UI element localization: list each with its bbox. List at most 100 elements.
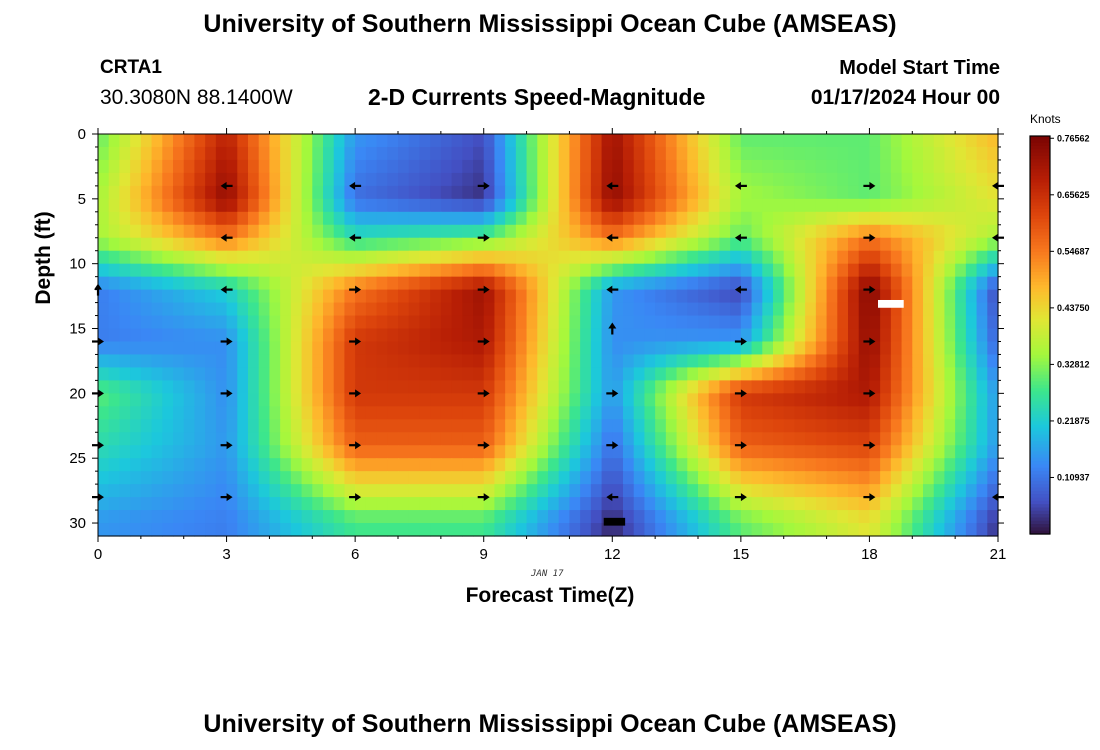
colorbar-swatch bbox=[1030, 325, 1050, 329]
heatmap-cell bbox=[312, 263, 324, 278]
heatmap-cell bbox=[365, 510, 378, 524]
heatmap-cell bbox=[98, 380, 110, 394]
heatmap-cell bbox=[623, 237, 635, 252]
heatmap-cell bbox=[665, 276, 678, 291]
heatmap-cell bbox=[644, 250, 656, 265]
heatmap-cell bbox=[837, 224, 849, 239]
heatmap-cell bbox=[258, 406, 271, 420]
heatmap-cell bbox=[537, 198, 549, 213]
heatmap-cell bbox=[558, 510, 571, 524]
heatmap-cell bbox=[515, 224, 528, 239]
heatmap-cell bbox=[558, 198, 571, 213]
heatmap-cell bbox=[248, 341, 260, 356]
heatmap-cell bbox=[387, 276, 399, 291]
heatmap-cell bbox=[751, 419, 763, 433]
colorbar-swatch bbox=[1030, 238, 1050, 243]
heatmap-cell bbox=[708, 263, 721, 278]
heatmap-cell bbox=[805, 510, 817, 524]
heatmap-cell bbox=[569, 523, 581, 537]
heatmap-cell bbox=[740, 328, 753, 343]
heatmap-cell bbox=[869, 159, 881, 174]
heatmap-cell bbox=[301, 367, 313, 381]
heatmap-cell bbox=[398, 250, 410, 265]
heatmap-cell bbox=[848, 276, 860, 291]
heatmap-cell bbox=[387, 458, 399, 472]
heatmap-cell bbox=[226, 198, 238, 213]
heatmap-cell bbox=[355, 237, 367, 252]
colorbar-swatch bbox=[1030, 235, 1050, 240]
heatmap-cell bbox=[173, 276, 185, 291]
heatmap-cell bbox=[440, 263, 453, 278]
heatmap-cell bbox=[655, 471, 667, 485]
heatmap-cell bbox=[590, 510, 603, 524]
heatmap-cell bbox=[398, 367, 410, 381]
heatmap-cell bbox=[569, 380, 581, 394]
colorbar-swatch bbox=[1030, 358, 1050, 363]
heatmap-cell bbox=[612, 224, 624, 239]
heatmap-cell bbox=[323, 159, 335, 174]
current-arrow-right bbox=[863, 389, 876, 398]
heatmap-cell bbox=[773, 432, 785, 446]
heatmap-cell bbox=[473, 172, 485, 187]
heatmap-cell bbox=[312, 302, 324, 317]
heatmap-cell bbox=[665, 315, 678, 330]
heatmap-cell bbox=[826, 419, 838, 433]
heatmap-cell bbox=[290, 367, 303, 381]
heatmap-cell bbox=[976, 185, 988, 200]
heatmap-cell bbox=[430, 211, 442, 226]
heatmap-cell bbox=[612, 484, 624, 498]
heatmap-cell bbox=[301, 497, 313, 511]
heatmap-cell bbox=[323, 302, 335, 317]
heatmap-cell bbox=[387, 523, 399, 537]
heatmap-cell bbox=[740, 523, 753, 537]
heatmap-cell bbox=[805, 432, 817, 446]
heatmap-cell bbox=[451, 341, 463, 356]
heatmap-cell bbox=[526, 134, 538, 148]
heatmap-cell bbox=[365, 172, 378, 187]
heatmap-cell bbox=[569, 471, 581, 485]
heatmap-cell bbox=[194, 198, 206, 213]
heatmap-cell bbox=[698, 432, 710, 446]
current-arrow-right bbox=[349, 441, 362, 450]
heatmap-cell bbox=[987, 497, 999, 511]
heatmap-cell bbox=[494, 432, 506, 446]
heatmap-cell bbox=[698, 198, 710, 213]
heatmap-cell bbox=[719, 159, 731, 174]
heatmap-cell bbox=[676, 341, 688, 356]
current-arrow-left bbox=[734, 181, 747, 190]
heatmap-cell bbox=[312, 419, 324, 433]
heatmap-cell bbox=[580, 211, 592, 226]
heatmap-cell bbox=[119, 250, 131, 265]
heatmap-cell bbox=[976, 445, 988, 459]
heatmap-cell bbox=[548, 445, 560, 459]
heatmap-cell bbox=[290, 159, 303, 174]
heatmap-cell bbox=[880, 159, 892, 174]
heatmap-cell bbox=[751, 510, 763, 524]
heatmap-cell bbox=[408, 341, 421, 356]
heatmap-cell bbox=[408, 328, 421, 343]
heatmap-cell bbox=[687, 471, 699, 485]
heatmap-cell bbox=[655, 510, 667, 524]
heatmap-cell bbox=[612, 471, 624, 485]
heatmap-cell bbox=[119, 185, 131, 200]
colorbar-swatch bbox=[1030, 351, 1050, 356]
heatmap-cell bbox=[140, 523, 153, 537]
heatmap-cell bbox=[923, 172, 935, 187]
heatmap-cell bbox=[408, 354, 421, 369]
heatmap-cell bbox=[805, 263, 817, 278]
heatmap-cell bbox=[301, 237, 313, 252]
heatmap-cell bbox=[194, 302, 206, 317]
heatmap-cell bbox=[783, 250, 796, 265]
heatmap-cell bbox=[483, 458, 496, 472]
heatmap-cell bbox=[890, 432, 903, 446]
heatmap-cell bbox=[473, 315, 485, 330]
heatmap-cell bbox=[858, 341, 871, 356]
heatmap-cell bbox=[323, 471, 335, 485]
heatmap-cell bbox=[451, 224, 463, 239]
heatmap-cell bbox=[483, 185, 496, 200]
heatmap-cell bbox=[151, 367, 163, 381]
heatmap-cell bbox=[237, 471, 249, 485]
heatmap-cell bbox=[537, 406, 549, 420]
heatmap-cell bbox=[612, 354, 624, 369]
